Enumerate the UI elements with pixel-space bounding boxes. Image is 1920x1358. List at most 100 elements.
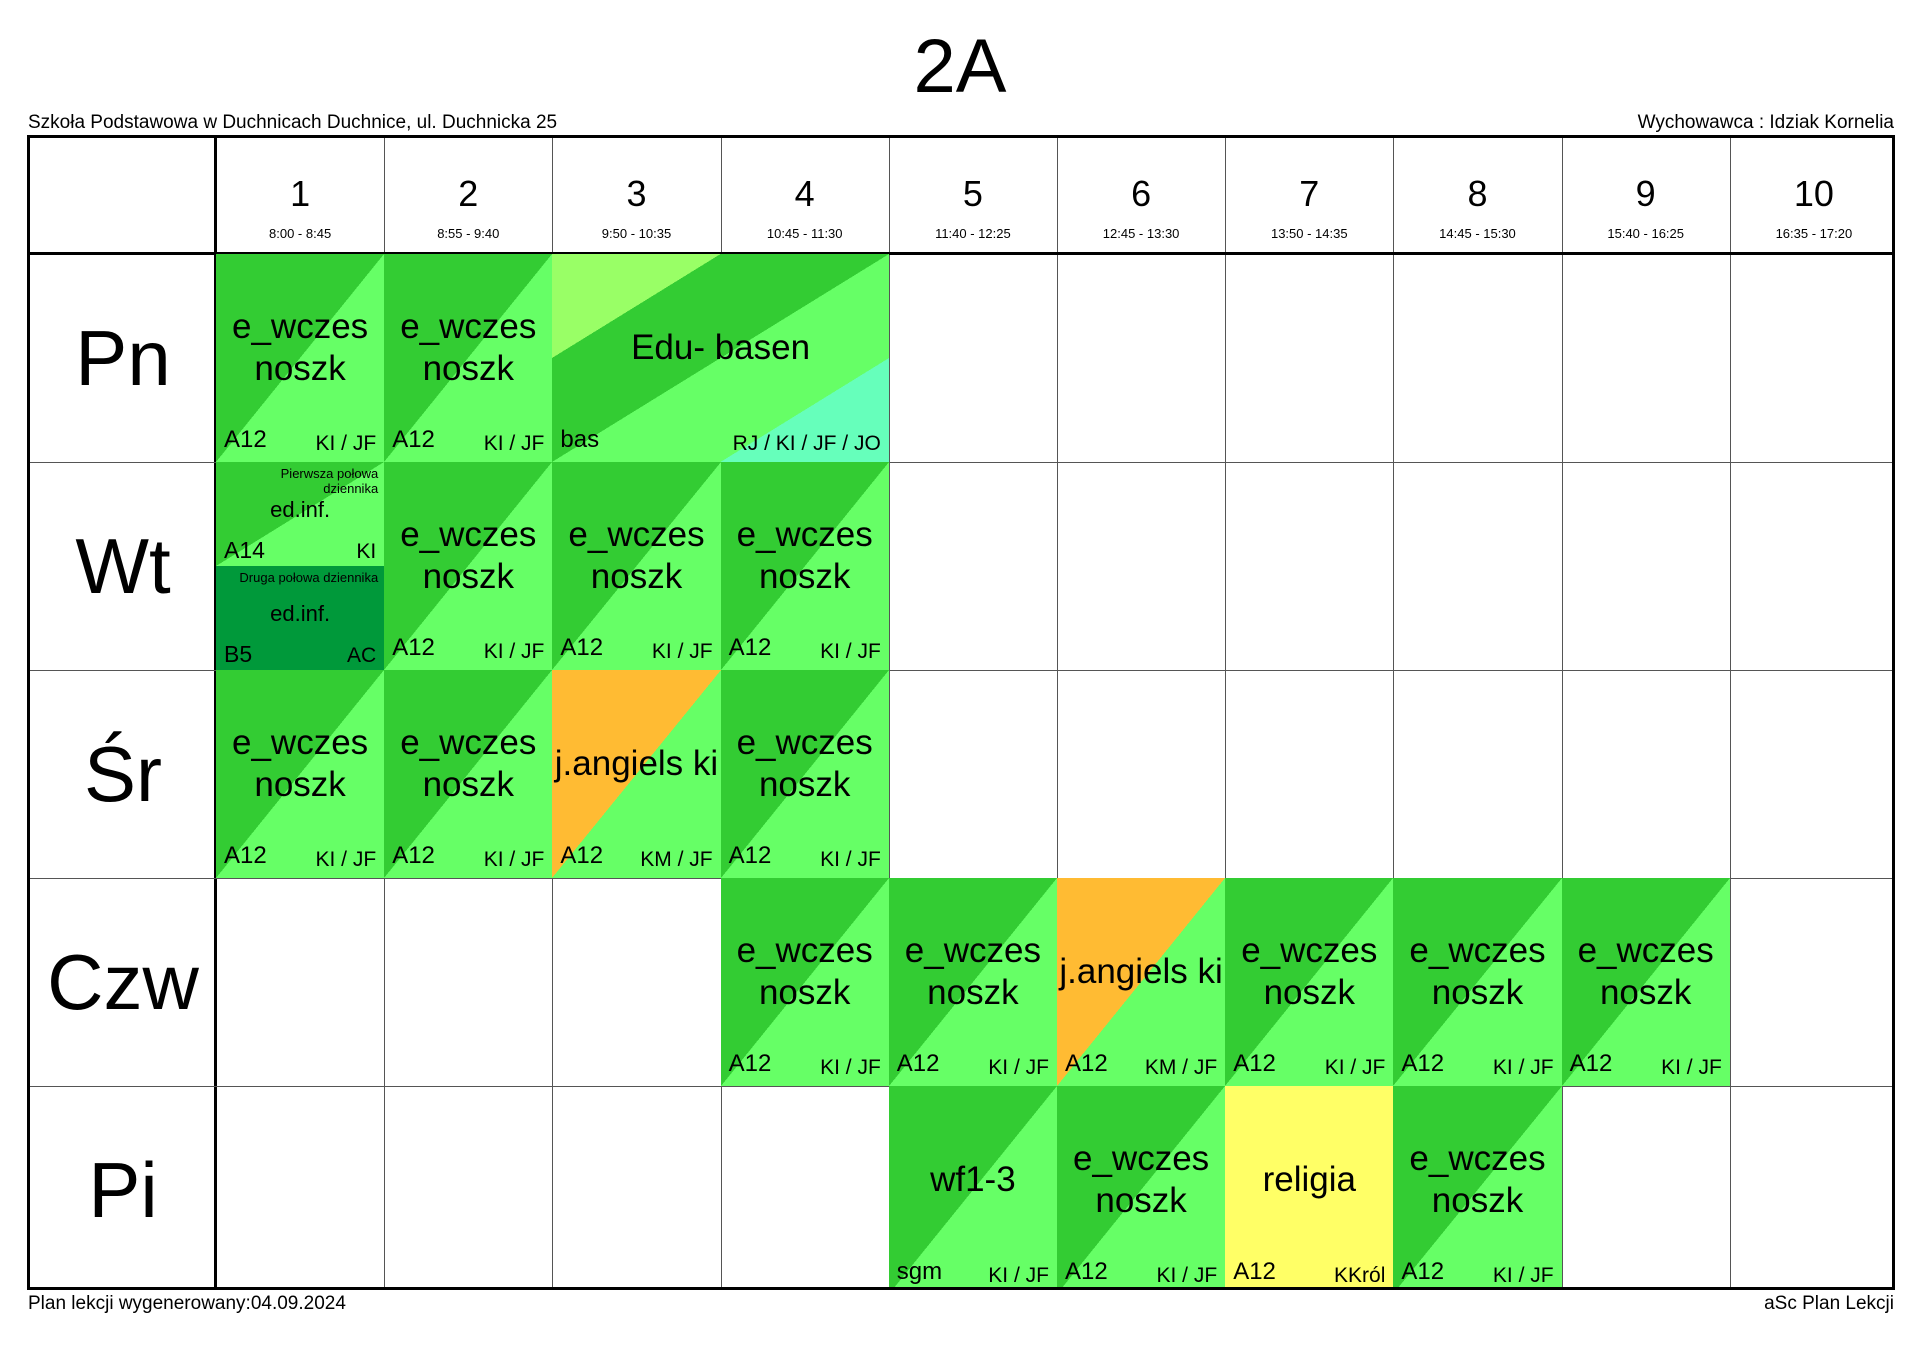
lesson-subject: e_wczes noszk bbox=[736, 931, 873, 1012]
lesson-teacher: KI / JF bbox=[483, 640, 545, 663]
lesson-card[interactable]: Druga połowa dziennika ed.inf. B5 AC bbox=[216, 566, 385, 670]
lesson-card[interactable]: j.angiels ki A12 KM / JF bbox=[552, 670, 721, 878]
lesson-subject: e_wczes noszk bbox=[400, 307, 537, 388]
lesson-card[interactable]: e_wczes noszk A12 KI / JF bbox=[1393, 1086, 1562, 1287]
period-header: 6 12:45 - 13:30 bbox=[1057, 138, 1225, 254]
day-label: Śr bbox=[84, 729, 162, 818]
lesson-teacher: KM / JF bbox=[1144, 1056, 1218, 1079]
period-number: 9 bbox=[1635, 173, 1656, 214]
period-number: 4 bbox=[794, 173, 815, 214]
lesson-subject: e_wczes noszk bbox=[1409, 1139, 1546, 1220]
lesson-teacher: KI / JF bbox=[988, 1056, 1049, 1079]
lesson-teacher: KI / JF bbox=[988, 1264, 1049, 1287]
day-label: Pi bbox=[88, 1145, 158, 1234]
lesson-room: A12 bbox=[1065, 1050, 1108, 1077]
lesson-subject: religia bbox=[1262, 1160, 1356, 1199]
lesson-card[interactable]: j.angiels ki A12 KM / JF bbox=[1057, 878, 1226, 1086]
period-header: 2 8:55 - 9:40 bbox=[384, 138, 552, 254]
period-number: 2 bbox=[458, 173, 479, 214]
lesson-teacher: KI / JF bbox=[820, 1056, 881, 1079]
lesson-subject: ed.inf. bbox=[270, 497, 331, 522]
lesson-room: A12 bbox=[1401, 1258, 1445, 1285]
lesson-room: bas bbox=[560, 426, 600, 453]
lesson-card[interactable]: e_wczes noszk A12 KI / JF bbox=[216, 254, 385, 462]
lesson-teacher: AC bbox=[347, 644, 377, 667]
lesson-teacher: KI bbox=[356, 540, 377, 563]
grid-line bbox=[1057, 138, 1058, 1287]
lesson-card[interactable]: e_wczes noszk A12 KI / JF bbox=[384, 670, 553, 878]
school-name: Szkoła Podstawowa w Duchnicach Duchnice,… bbox=[28, 112, 558, 133]
lesson-teacher: KI / JF bbox=[315, 848, 377, 871]
lesson-teacher: KI / JF bbox=[1324, 1056, 1386, 1079]
period-number: 5 bbox=[962, 173, 983, 214]
day-label: Pn bbox=[75, 313, 171, 402]
lesson-subject: e_wczes noszk bbox=[736, 515, 873, 596]
lesson-teacher: KI / JF bbox=[1492, 1056, 1554, 1079]
lesson-teacher: KI / JF bbox=[651, 640, 713, 663]
period-time: 13:50 - 14:35 bbox=[1270, 226, 1348, 241]
grid-line bbox=[214, 138, 217, 1287]
period-header: 7 13:50 - 14:35 bbox=[1225, 138, 1393, 254]
period-header: 3 9:50 - 10:35 bbox=[552, 138, 720, 254]
lesson-room: A12 bbox=[224, 842, 267, 869]
lesson-teacher: KI / JF bbox=[820, 640, 881, 663]
period-time: 12:45 - 13:30 bbox=[1102, 226, 1180, 241]
lesson-teacher: KI / JF bbox=[1156, 1264, 1218, 1287]
grid-line bbox=[1225, 138, 1227, 1287]
generated-date: Plan lekcji wygenerowany:04.09.2024 bbox=[28, 1293, 346, 1314]
period-header: 4 10:45 - 11:30 bbox=[721, 138, 889, 254]
grid-line bbox=[30, 252, 1892, 255]
lesson-room: B5 bbox=[224, 641, 253, 667]
lesson-card[interactable]: e_wczes noszk A12 KI / JF bbox=[888, 878, 1057, 1086]
lesson-subject: e_wczes noszk bbox=[736, 723, 873, 804]
lesson-room: A12 bbox=[560, 634, 604, 661]
lesson-card[interactable]: e_wczes noszk A12 KI / JF bbox=[1561, 878, 1730, 1086]
corner-cell bbox=[30, 138, 216, 254]
day-label: Wt bbox=[75, 521, 171, 610]
period-time: 8:00 - 8:45 bbox=[269, 226, 332, 241]
period-header: 9 15:40 - 16:25 bbox=[1562, 138, 1730, 254]
lesson-card[interactable]: e_wczes noszk A12 KI / JF bbox=[720, 878, 889, 1086]
lesson-card[interactable]: e_wczes noszk A12 KI / JF bbox=[384, 462, 553, 670]
lesson-card[interactable]: Pierwsza połowa dziennika ed.inf. A14 KI bbox=[216, 462, 385, 566]
lesson-card[interactable]: e_wczes noszk A12 KI / JF bbox=[1225, 878, 1394, 1086]
lesson-teacher: KI / JF bbox=[483, 848, 545, 871]
lesson-subject: j.angiels ki bbox=[1059, 952, 1223, 991]
lesson-room: A12 bbox=[1401, 1050, 1445, 1077]
lesson-subject: e_wczes noszk bbox=[232, 723, 369, 804]
lesson-group: Druga połowa dziennika bbox=[239, 570, 379, 585]
lesson-subject: e_wczes noszk bbox=[400, 515, 537, 596]
lesson-card[interactable]: e_wczes noszk A12 KI / JF bbox=[1057, 1086, 1226, 1287]
lesson-card[interactable]: e_wczes noszk A12 KI / JF bbox=[216, 670, 385, 878]
lesson-card[interactable]: e_wczes noszk A12 KI / JF bbox=[384, 254, 553, 462]
lesson-teacher: KI / JF bbox=[820, 848, 881, 871]
lesson-teacher: RJ / KI / JF / JO bbox=[732, 432, 881, 455]
lesson-card[interactable]: e_wczes noszk A12 KI / JF bbox=[552, 462, 721, 670]
period-number: 7 bbox=[1299, 173, 1320, 214]
form-teacher: Wychowawca : Idziak Kornelia bbox=[1637, 112, 1894, 133]
lesson-room: A12 bbox=[728, 1050, 772, 1077]
lesson-card[interactable]: e_wczes noszk A12 KI / JF bbox=[720, 462, 889, 670]
period-time: 8:55 - 9:40 bbox=[437, 226, 500, 241]
lesson-room: A12 bbox=[1065, 1258, 1108, 1285]
lesson-subject: wf1-3 bbox=[930, 1160, 1016, 1199]
lesson-room: A12 bbox=[728, 634, 772, 661]
period-time: 16:35 - 17:20 bbox=[1775, 226, 1853, 241]
period-time: 15:40 - 16:25 bbox=[1607, 226, 1684, 241]
software-name: aSc Plan Lekcji bbox=[1764, 1293, 1894, 1314]
lesson-room: A12 bbox=[896, 1050, 940, 1077]
lesson-room: A12 bbox=[728, 842, 772, 869]
lesson-card[interactable]: religia A12 KKról bbox=[1225, 1086, 1394, 1287]
lesson-room: A12 bbox=[1233, 1258, 1276, 1285]
lesson-card[interactable]: e_wczes noszk A12 KI / JF bbox=[720, 670, 889, 878]
lesson-subject: e_wczes noszk bbox=[904, 931, 1041, 1012]
lesson-subject: e_wczes noszk bbox=[232, 307, 369, 388]
lesson-card[interactable]: Edu- basen bas RJ / KI / JF / JO bbox=[552, 254, 889, 462]
grid-line bbox=[1729, 138, 1731, 1287]
period-time: 10:45 - 11:30 bbox=[766, 226, 843, 241]
lesson-group: Pierwsza połowa dziennika bbox=[280, 466, 379, 496]
lesson-subject: e_wczes noszk bbox=[1409, 931, 1546, 1012]
lesson-card[interactable]: wf1-3 sgm KI / JF bbox=[888, 1086, 1057, 1287]
lesson-room: A12 bbox=[392, 634, 435, 661]
lesson-card[interactable]: e_wczes noszk A12 KI / JF bbox=[1393, 878, 1562, 1086]
